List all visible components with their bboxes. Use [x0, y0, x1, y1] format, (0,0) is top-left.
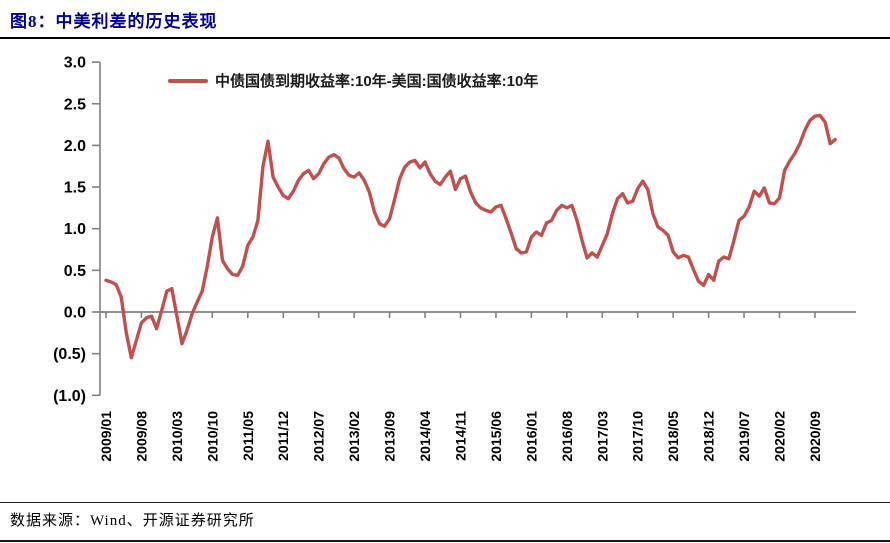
y-tick-label: (1.0)	[53, 388, 86, 405]
y-tick-label: 1.5	[64, 180, 86, 197]
x-tick-label: 2012/07	[311, 411, 327, 462]
y-tick-label: 2.0	[64, 138, 86, 155]
x-tick-label: 2018/12	[701, 411, 717, 462]
x-tick-label: 2020/02	[772, 411, 788, 462]
x-tick-label: 2010/10	[204, 411, 220, 462]
bottom-border	[0, 540, 890, 542]
x-tick-label: 2015/06	[488, 411, 504, 462]
x-tick-label: 2017/03	[594, 411, 610, 462]
x-tick-label: 2014/11	[452, 411, 468, 461]
x-tick-label: 2016/08	[559, 411, 575, 462]
y-tick-label: 0.0	[64, 305, 86, 322]
x-tick-label: 2013/09	[382, 411, 398, 462]
y-tick-label: 0.5	[64, 263, 86, 280]
legend-line-swatch	[168, 78, 208, 83]
footer-separator	[0, 502, 890, 503]
x-tick-label: 2011/12	[275, 411, 291, 461]
legend-label: 中债国债到期收益率:10年-美国:国债收益率:10年	[215, 73, 539, 90]
x-tick-label: 2014/04	[417, 411, 433, 462]
spread-series-path	[104, 113, 837, 360]
x-tick-label: 2016/01	[523, 411, 539, 462]
figure-title: 图8：中美利差的历史表现	[10, 12, 218, 31]
y-tick-label: (0.5)	[53, 346, 86, 363]
x-axis: 2009/01 2009/08 2010/03 2010/10 2011/05 2011/…	[98, 311, 856, 462]
y-tick-label: 3.0	[64, 55, 86, 72]
x-tick-label: 2010/03	[169, 411, 185, 462]
data-source-note: 数据来源：Wind、开源证券研究所	[10, 513, 255, 529]
x-tick-label: 2018/05	[665, 411, 681, 462]
x-tick-label: 2017/10	[630, 411, 646, 462]
y-tick-label: 2.5	[64, 96, 86, 113]
x-tick-label: 2020/09	[807, 411, 823, 462]
y-axis: 3.0 2.5 2.0 1.5 1.0 0.5 0.0 (0.5) (1.0)	[53, 55, 101, 405]
x-tick-label: 2009/08	[133, 411, 149, 462]
chart-legend: 中债国债到期收益率:10年-美国:国债收益率:10年	[168, 70, 538, 91]
x-tick-label: 2009/01	[98, 411, 114, 462]
x-tick-label: 2011/05	[240, 411, 256, 461]
y-tick-label: 1.0	[64, 221, 86, 238]
series-line	[104, 113, 837, 360]
x-tick-label: 2019/07	[736, 411, 752, 462]
title-underline	[0, 37, 890, 39]
x-tick-label: 2013/02	[346, 411, 362, 462]
